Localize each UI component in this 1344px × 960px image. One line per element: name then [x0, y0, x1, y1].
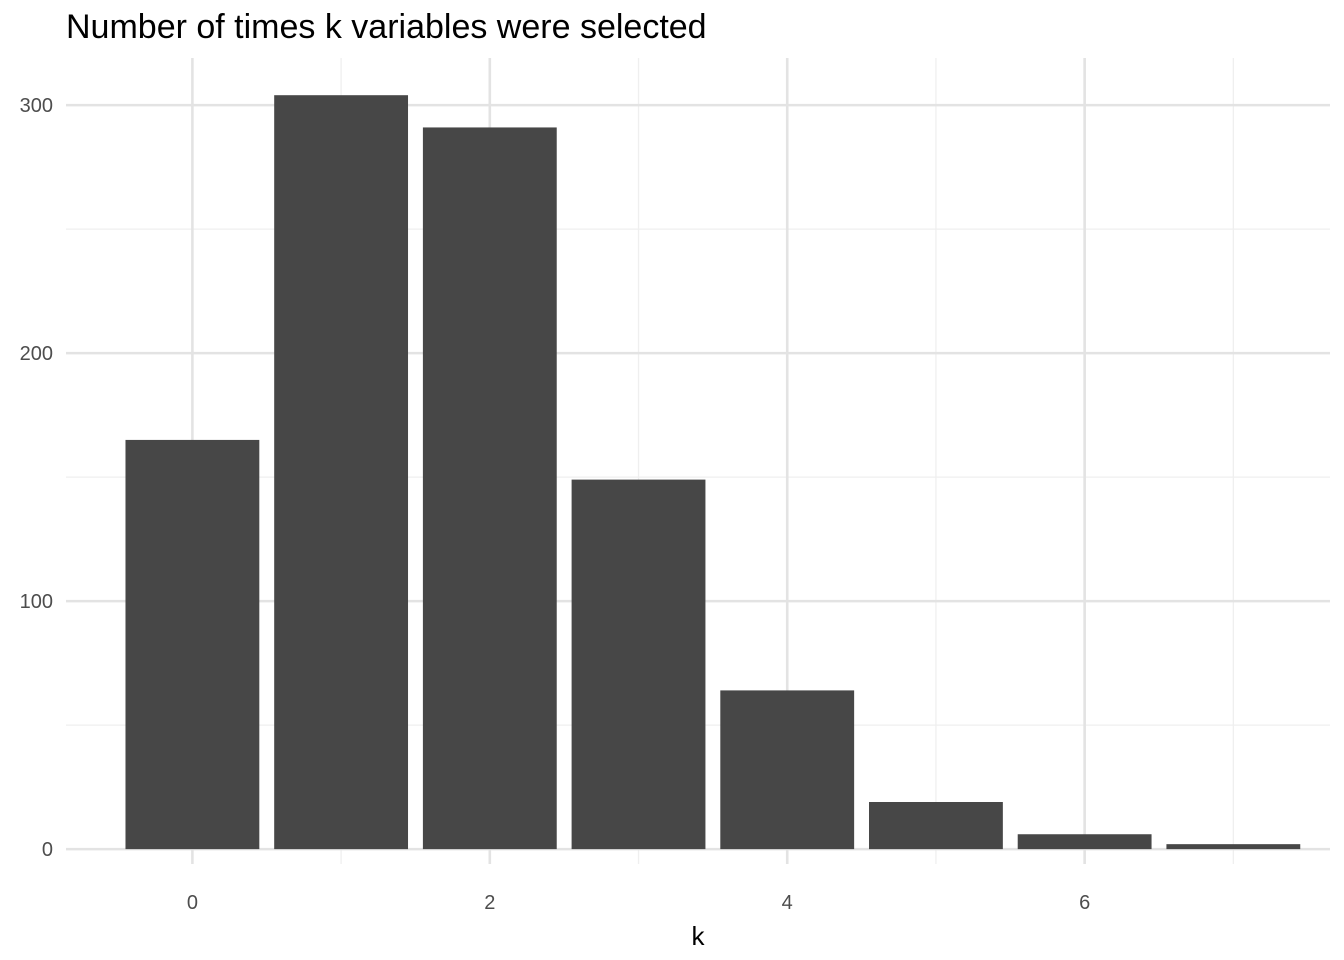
bar-k-2	[422, 127, 557, 850]
bar-k-7	[1166, 844, 1301, 850]
bar-k-3	[571, 479, 706, 850]
bars	[125, 95, 1301, 850]
bar-k-5	[869, 802, 1003, 850]
bar-k-1	[274, 95, 409, 850]
x-tick-label: 4	[782, 892, 793, 914]
bar-k-6	[1017, 834, 1152, 850]
bar-k-4	[720, 690, 855, 850]
x-tick-label: 2	[484, 892, 495, 914]
chart-title: Number of times k variables were selecte…	[66, 8, 707, 46]
y-tick-label: 0	[42, 839, 53, 861]
x-axis-tick-labels: 0 2 4 6	[187, 892, 1090, 914]
y-tick-label: 100	[20, 591, 53, 613]
y-axis-tick-labels: 0 100 200 300	[20, 95, 53, 861]
x-tick-label: 0	[187, 892, 198, 914]
x-tick-label: 6	[1079, 892, 1090, 914]
y-tick-label: 300	[20, 95, 53, 117]
x-axis-title: k	[692, 921, 706, 951]
y-tick-label: 200	[20, 343, 53, 365]
bar-k-0	[125, 439, 260, 850]
